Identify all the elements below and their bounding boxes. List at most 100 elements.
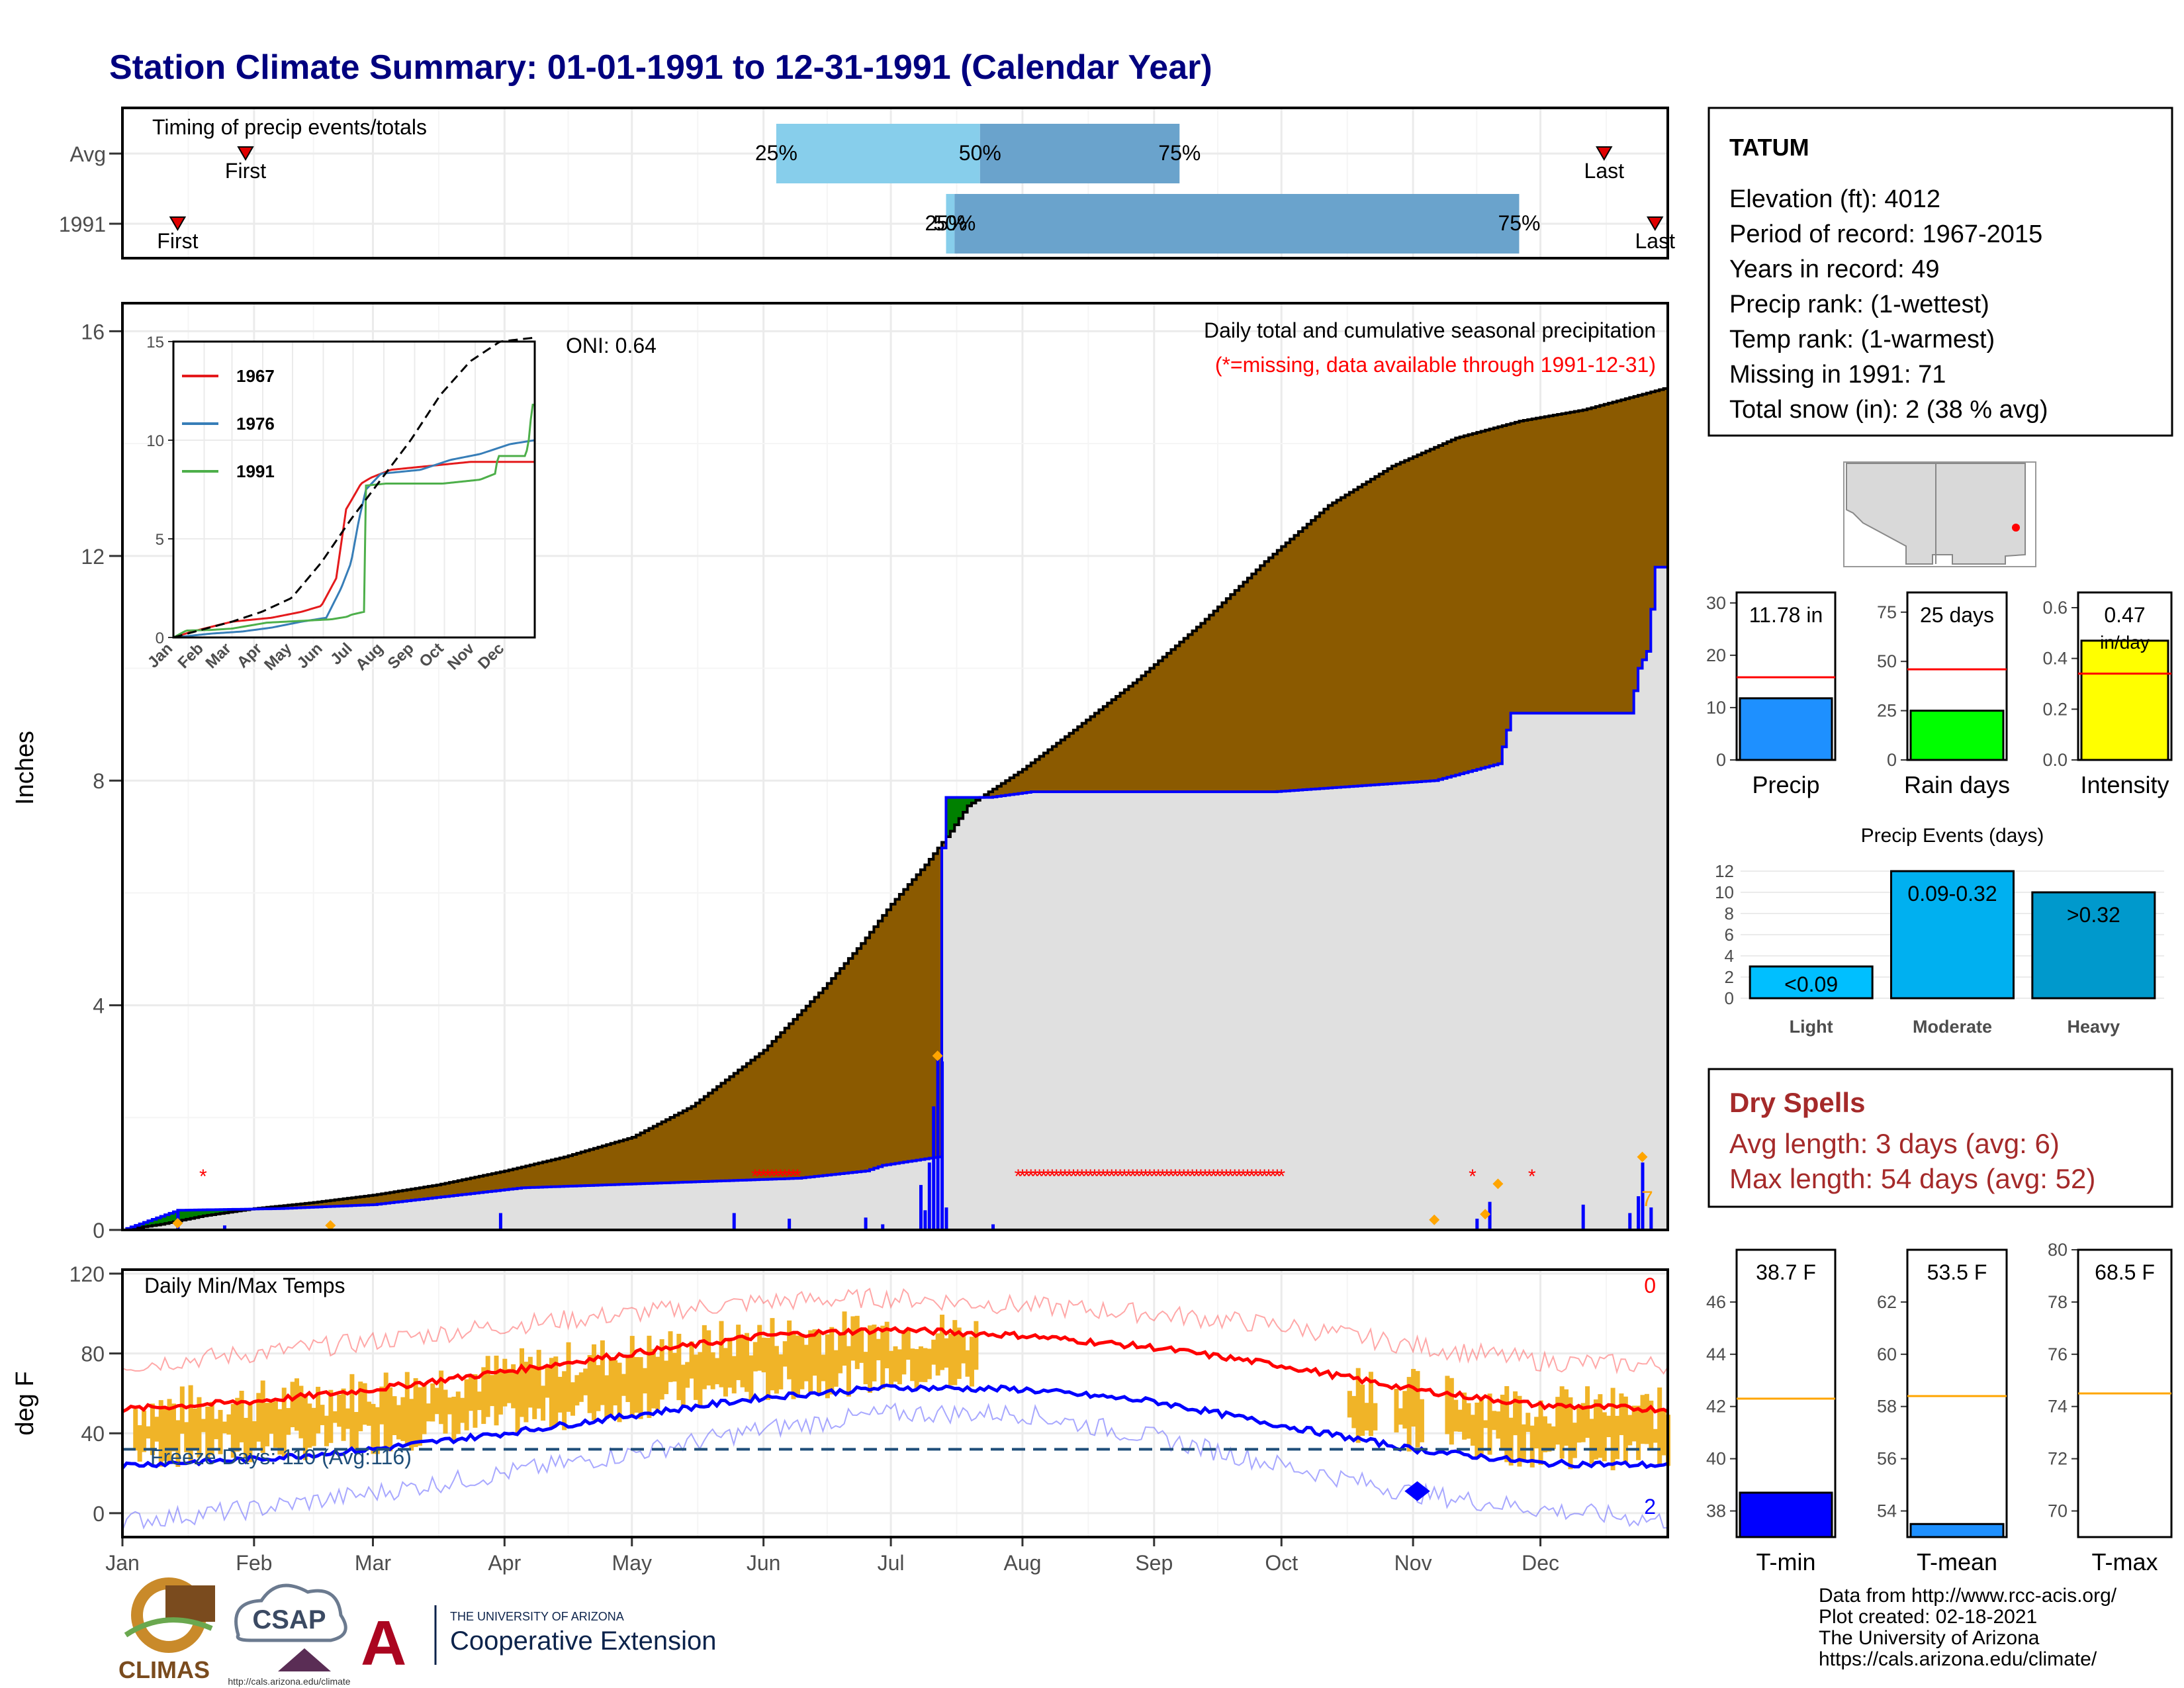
missing-day-marker: * <box>1124 1166 1132 1188</box>
oni-label: ONI: 0.64 <box>566 334 657 357</box>
daily-temp-range <box>1402 1391 1408 1429</box>
inset-y-tick-label: 5 <box>156 531 164 549</box>
tmean-frame <box>1906 1248 2008 1538</box>
daily-temp-range <box>477 1391 482 1411</box>
daily-temp-range <box>142 1410 147 1452</box>
daily-temp-range <box>1373 1403 1378 1430</box>
daily-temp-range <box>710 1352 715 1389</box>
daily-temp-range <box>188 1385 193 1462</box>
daily-temp-range <box>1623 1396 1628 1464</box>
intensity-category-label: Intensity <box>2080 771 2169 798</box>
y-tick-label: 16 <box>81 320 105 344</box>
daily-temp-range <box>1534 1417 1539 1449</box>
daily-temp-range <box>770 1318 775 1391</box>
y-tick-label: 54 <box>1877 1501 1897 1521</box>
footer-line: https://cals.arizona.edu/climate/ <box>1819 1648 2097 1670</box>
timing-panel-title: Timing of precip events/totals <box>152 115 427 139</box>
precip-panel-frame <box>121 302 1669 1231</box>
tmin-value-label: 38.7 F <box>1756 1260 1816 1284</box>
daily-temp-range <box>905 1329 911 1360</box>
daily-temp-range <box>749 1355 754 1400</box>
daily-temp-range <box>592 1344 597 1421</box>
y-tick-label: 0.4 <box>2042 649 2068 669</box>
rain-days-chart: 0 25 50 75 25 days Rain days <box>1877 591 2010 798</box>
climas-logo-block <box>165 1585 215 1622</box>
missing-day-marker: * <box>1244 1166 1251 1188</box>
missing-day-marker: * <box>1082 1166 1090 1188</box>
daily-temp-range <box>838 1335 843 1374</box>
y-tick-label: 8 <box>93 769 105 793</box>
daily-temp-range <box>358 1382 363 1432</box>
daily-temp-range <box>740 1337 745 1387</box>
missing-day-marker: * <box>1023 1166 1031 1188</box>
quartile-label-50: 50% <box>933 211 976 235</box>
daily-temp-range <box>388 1387 393 1452</box>
daily-temp-range <box>752 1342 758 1372</box>
missing-day-marker: * <box>1108 1166 1116 1188</box>
missing-day-marker: * <box>1261 1166 1269 1188</box>
daily-temp-range <box>1491 1411 1496 1430</box>
daily-temp-range <box>940 1315 945 1370</box>
missing-day-marker: * <box>1091 1166 1099 1188</box>
daily-temp-range <box>328 1389 334 1443</box>
tmean-bar <box>1909 1523 2005 1538</box>
quartile-bar-25-50 <box>776 124 980 183</box>
daily-temp-range <box>536 1350 541 1409</box>
daily-temp-range <box>821 1354 826 1382</box>
daily-temp-range <box>298 1385 304 1438</box>
daily-temp-range <box>600 1340 605 1405</box>
intensity-chart: 0.0 0.2 0.4 0.6 0.47 in/day Intensity <box>2042 591 2173 798</box>
missing-day-marker: * <box>785 1166 793 1188</box>
daily-temp-range <box>914 1348 919 1389</box>
dry-spells-frame <box>1707 1068 2173 1208</box>
quartile-label-25: 25% <box>925 211 967 235</box>
missing-day-marker: * <box>1133 1166 1141 1188</box>
daily-temp-range <box>944 1338 949 1368</box>
missing-day-marker: * <box>1528 1166 1536 1188</box>
first-event-marker <box>237 146 254 161</box>
timing-row-Avg: Avg 25% 50% 75% First Last <box>69 124 1624 183</box>
daily-temp-range <box>226 1414 232 1435</box>
daily-temp-range <box>1555 1397 1561 1445</box>
missing-day-marker: * <box>1099 1166 1107 1188</box>
missing-day-marker: * <box>772 1166 780 1188</box>
missing-day-marker: * <box>1150 1166 1158 1188</box>
daily-temp-range <box>1547 1423 1552 1452</box>
daily-temp-range <box>859 1327 864 1363</box>
quartile-label-75: 75% <box>1498 211 1540 235</box>
missing-day-marker: * <box>1235 1166 1243 1188</box>
daily-temp-range <box>1500 1394 1505 1451</box>
inset-frame <box>172 340 536 639</box>
daily-temp-range <box>1470 1415 1475 1446</box>
daily-temp-range <box>795 1335 800 1395</box>
events-bar-label: <0.09 <box>1784 972 1838 996</box>
daily-temp-range <box>1602 1412 1607 1462</box>
daily-temp-range <box>1559 1386 1565 1459</box>
daily-temp-range <box>349 1374 355 1448</box>
daily-temp-range <box>638 1357 643 1419</box>
daily-temp-range <box>969 1336 974 1387</box>
y-tick-label: 0 <box>1725 988 1734 1008</box>
inset-legend-label: 1967 <box>236 366 275 386</box>
precip-event-marker <box>1480 1209 1491 1220</box>
daily-temp-range <box>778 1354 784 1389</box>
daily-precip-bar <box>936 1055 940 1230</box>
station-info-line: Temp rank: (1-warmest) <box>1729 326 1995 353</box>
station-info-line: Total snow (in): 2 (38 % avg) <box>1729 396 2048 424</box>
daily-temp-range <box>511 1364 516 1409</box>
missing-day-marker: * <box>1214 1166 1222 1188</box>
daily-temp-range <box>1517 1395 1522 1467</box>
daily-temp-range <box>613 1360 618 1406</box>
station-name: TATUM <box>1729 134 1809 161</box>
y-tick-label: 0 <box>1887 750 1897 770</box>
daily-temp-range <box>918 1346 923 1382</box>
y-tick-label: 10 <box>1715 882 1734 902</box>
precip-total-value-label: 11.78 in <box>1749 603 1823 627</box>
last-event-marker <box>1596 146 1613 161</box>
daily-precip-bar <box>1637 1196 1641 1230</box>
daily-temp-range <box>629 1336 635 1418</box>
csap-logo-text: CSAP <box>252 1605 326 1634</box>
daily-temp-range <box>1411 1368 1416 1427</box>
